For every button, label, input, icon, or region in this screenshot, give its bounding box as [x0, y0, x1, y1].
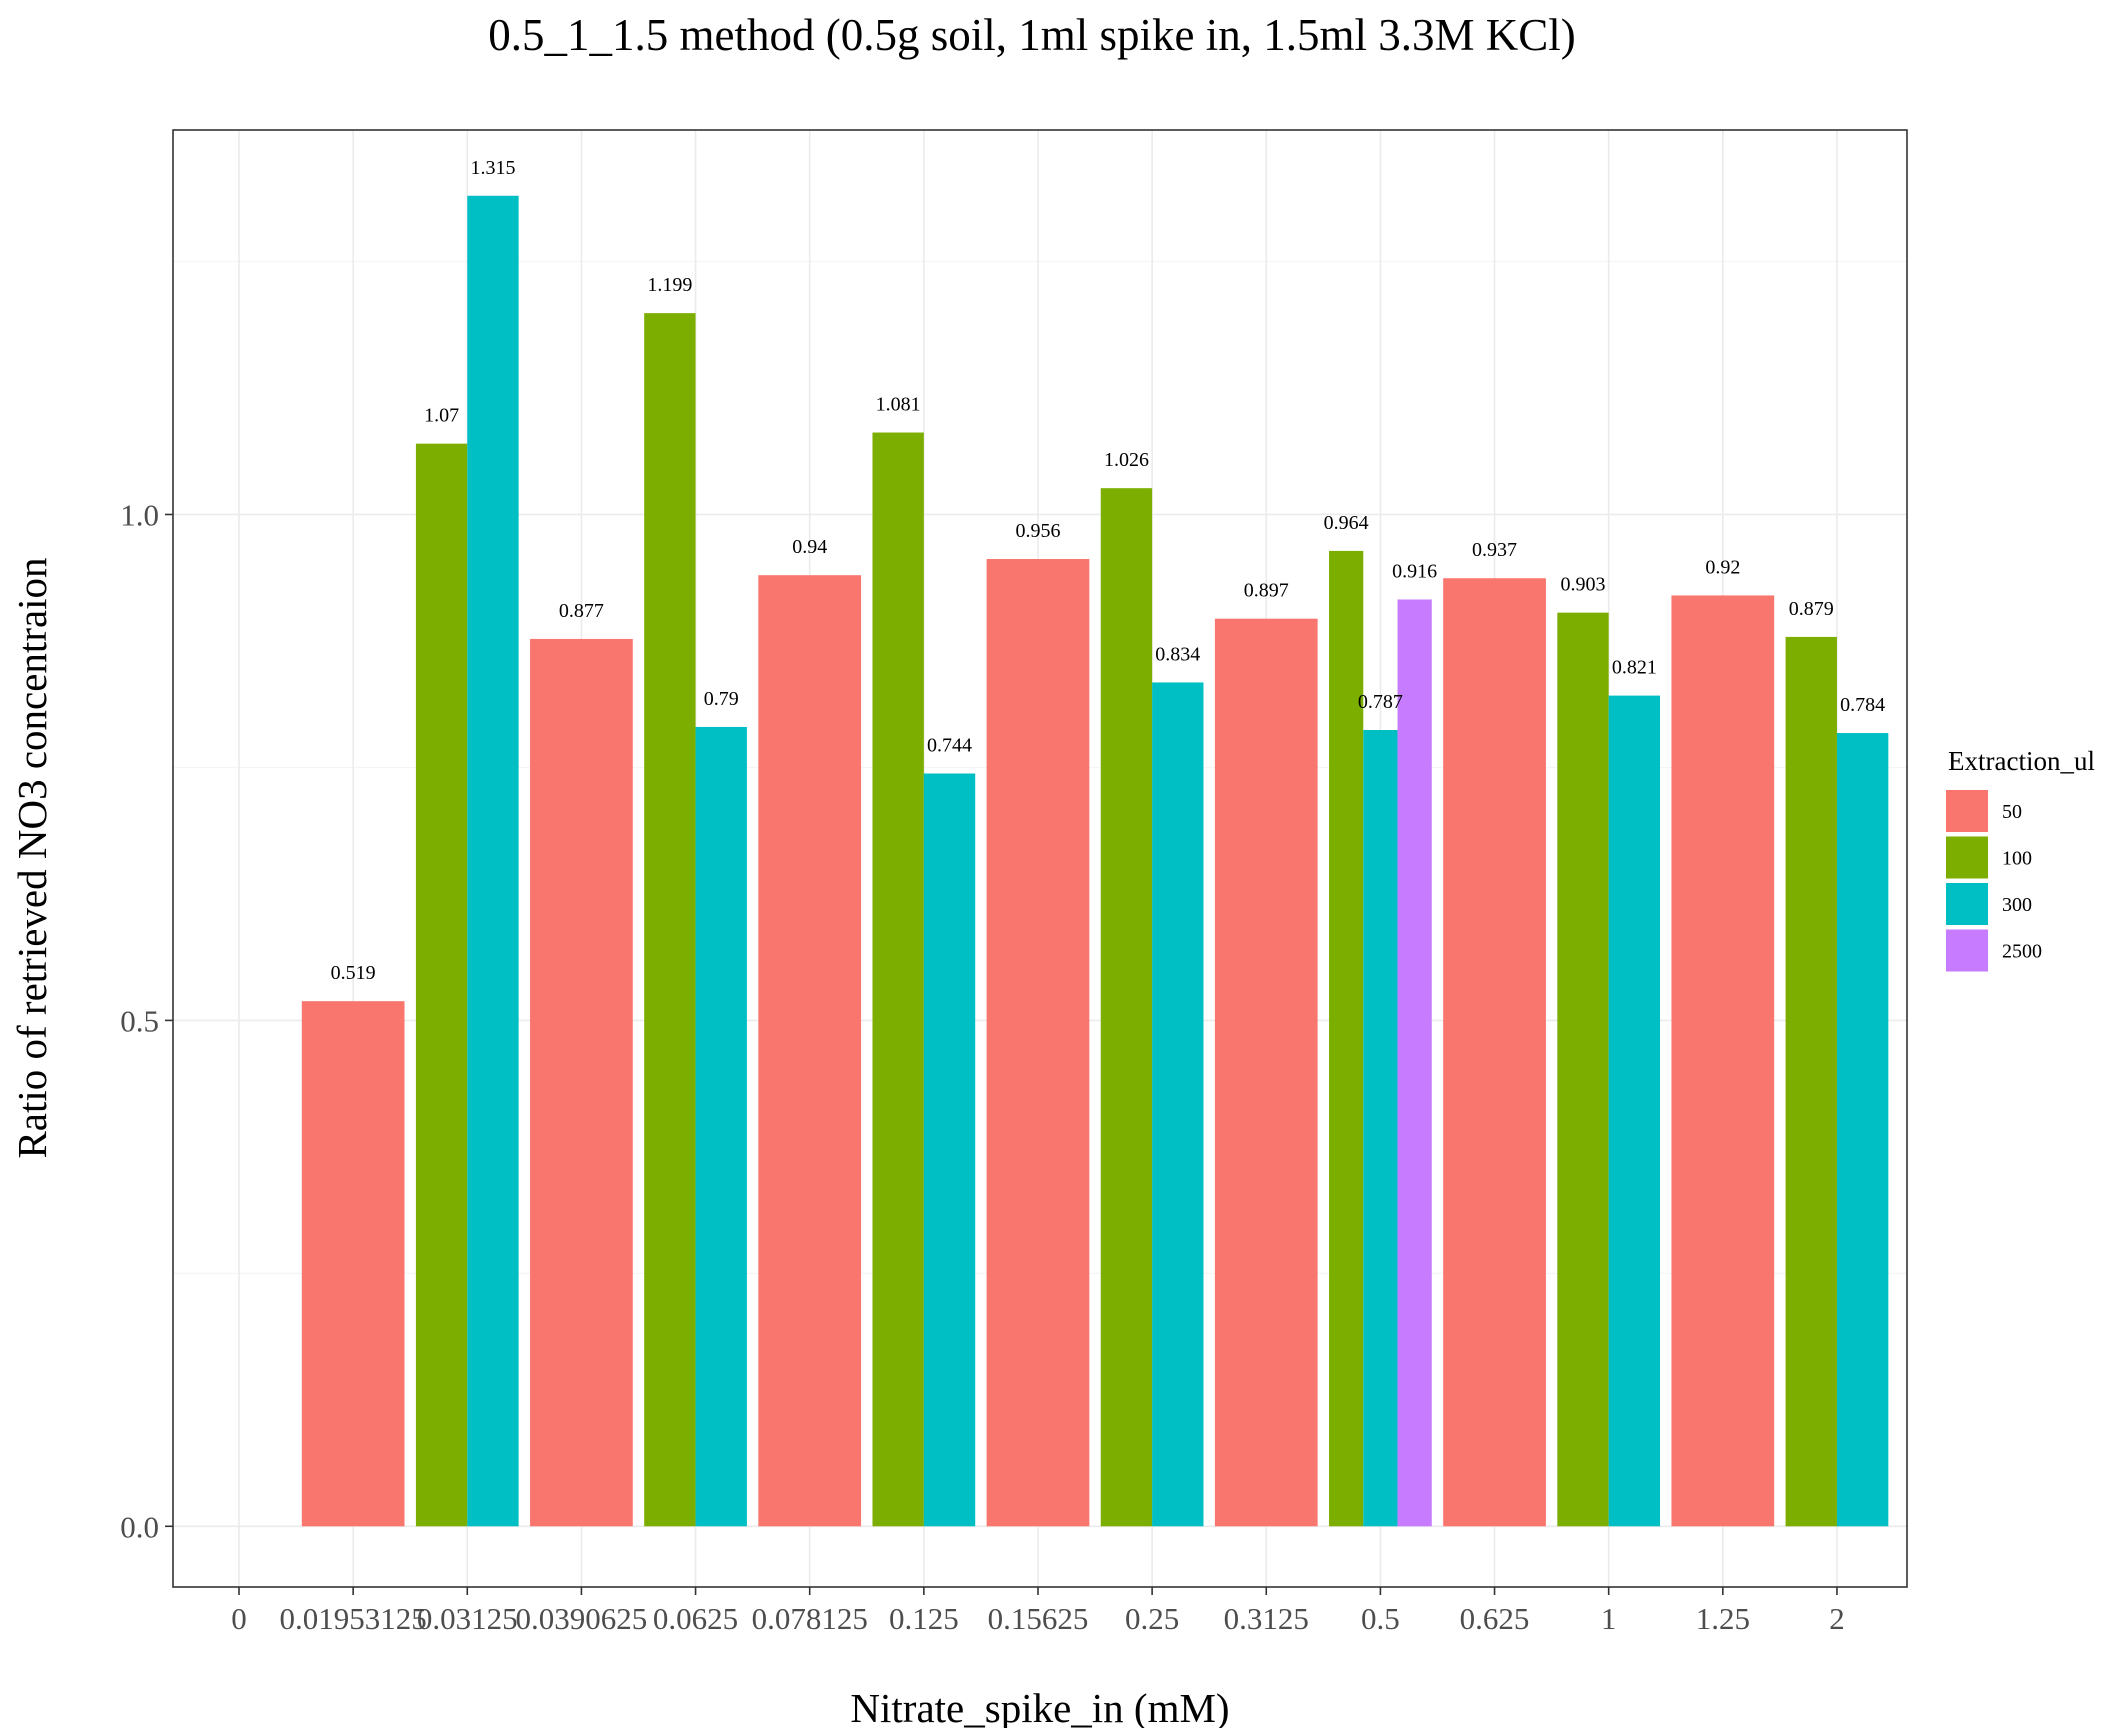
x-tick-label: 1.25 — [1696, 1601, 1750, 1636]
chart-title: 0.5_1_1.5 method (0.5g soil, 1ml spike i… — [488, 10, 1576, 60]
legend-key-2500 — [1946, 929, 1988, 972]
legend-items: 50 100 300 2500 — [1946, 790, 2042, 972]
y-axis: 0.0 0.5 1.0 — [120, 497, 173, 1544]
bar-50-5 — [758, 575, 862, 1527]
legend: Extraction_ul 50 100 300 2500 — [1946, 746, 2095, 972]
x-tick-label: 0.25 — [1125, 1601, 1179, 1636]
legend-key-100 — [1946, 836, 1988, 879]
bar-100-14 — [1785, 636, 1837, 1527]
legend-label: 50 — [2002, 801, 2022, 823]
data-label: 1.026 — [1104, 449, 1149, 471]
legend-key-300 — [1946, 883, 1988, 925]
y-tick-label: 0.0 — [120, 1509, 159, 1544]
bar-50-13 — [1671, 595, 1775, 1527]
data-label: 0.877 — [559, 600, 604, 622]
data-label: 1.315 — [470, 157, 515, 179]
bar-50-11 — [1443, 578, 1546, 1527]
data-label: 0.784 — [1840, 694, 1885, 716]
legend-title: Extraction_ul — [1948, 746, 2095, 776]
bar-100-6 — [872, 432, 924, 1527]
panel-border — [172, 129, 1908, 1588]
bar-100-8 — [1100, 488, 1153, 1527]
legend-key-50 — [1946, 790, 1988, 832]
data-labels: 0.519 1.07 1.315 0.877 1.199 0.79 0.94 1.081 0.7… — [331, 157, 1886, 984]
data-label: 0.787 — [1358, 691, 1403, 713]
x-tick-label: 0.625 — [1460, 1601, 1530, 1636]
bar-2500-10 — [1397, 599, 1432, 1527]
data-label: 0.964 — [1324, 512, 1369, 534]
data-label: 0.916 — [1392, 560, 1437, 582]
bar-300-6 — [923, 773, 976, 1527]
bar-100-10 — [1329, 550, 1364, 1527]
x-tick-label: 0 — [231, 1601, 247, 1636]
legend-label: 100 — [2002, 848, 2032, 870]
data-label: 0.956 — [1015, 520, 1060, 542]
data-label: 0.519 — [331, 962, 376, 984]
bar-50-1 — [301, 1001, 405, 1527]
bar-300-10 — [1363, 730, 1398, 1527]
data-label: 0.92 — [1705, 556, 1740, 578]
x-tick-label: 0.3125 — [1224, 1601, 1309, 1636]
x-tick-label: 1 — [1601, 1601, 1617, 1636]
data-label: 0.94 — [792, 536, 827, 558]
bar-300-2 — [467, 195, 519, 1527]
x-tick-label: 0.125 — [889, 1601, 959, 1636]
data-label: 1.081 — [876, 394, 921, 416]
x-tick-label: 2 — [1829, 1601, 1845, 1636]
data-label: 0.834 — [1155, 643, 1200, 665]
x-tick-label: 0.01953125 — [280, 1601, 427, 1636]
x-tick-label: 0.0390625 — [516, 1601, 648, 1636]
legend-label: 300 — [2002, 894, 2032, 916]
bar-300-8 — [1152, 682, 1204, 1527]
data-label: 0.879 — [1789, 598, 1834, 620]
bars — [301, 195, 1889, 1527]
bar-300-4 — [695, 726, 747, 1527]
x-tick-label: 0.0625 — [653, 1601, 738, 1636]
data-label: 0.821 — [1612, 657, 1657, 679]
bar-100-2 — [415, 443, 468, 1527]
y-axis-title: Ratio of retrieved NO3 concentraion — [9, 557, 55, 1158]
data-label: 0.79 — [704, 688, 739, 710]
x-axis-title: Nitrate_spike_in (mM) — [850, 1685, 1229, 1728]
data-label: 1.199 — [647, 274, 692, 296]
bar-100-12 — [1557, 612, 1609, 1527]
x-tick-label: 0.078125 — [752, 1601, 868, 1636]
x-tick-label: 0.15625 — [988, 1601, 1089, 1636]
legend-label: 2500 — [2002, 941, 2042, 963]
y-tick-label: 0.5 — [120, 1003, 159, 1038]
bar-50-9 — [1214, 618, 1318, 1527]
x-tick-label: 0.5 — [1361, 1601, 1400, 1636]
bar-50-3 — [530, 638, 633, 1527]
data-label: 0.903 — [1560, 574, 1605, 596]
bar-300-14 — [1836, 733, 1889, 1527]
x-tick-label: 0.03125 — [417, 1601, 518, 1636]
data-label: 0.744 — [927, 735, 972, 757]
data-label: 1.07 — [424, 405, 459, 427]
bar-300-12 — [1608, 695, 1661, 1527]
data-label: 0.937 — [1472, 539, 1517, 561]
y-tick-label: 1.0 — [120, 497, 159, 532]
data-label: 0.897 — [1244, 580, 1289, 602]
bar-100-4 — [644, 313, 696, 1527]
bar-50-7 — [986, 559, 1090, 1527]
